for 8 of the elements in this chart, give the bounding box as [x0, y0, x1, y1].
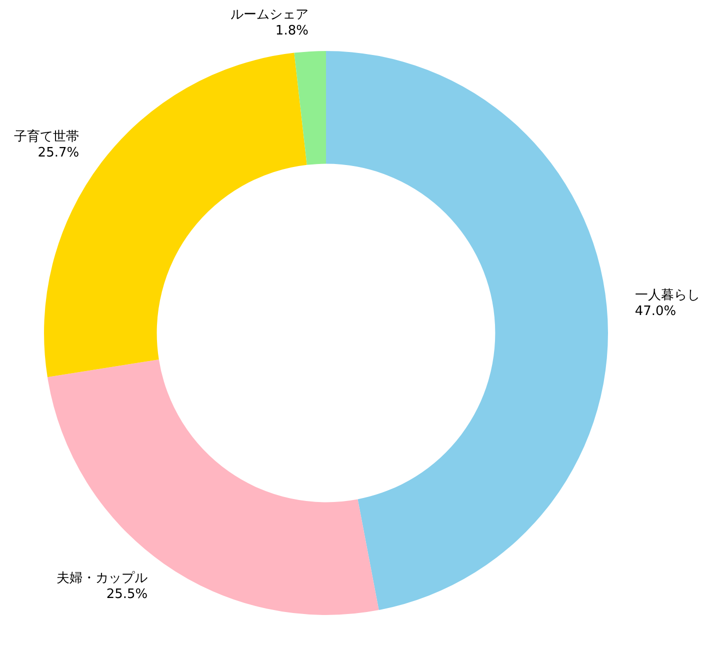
slice-label: 一人暮らし: [634, 288, 700, 304]
data-label: 1.8%: [275, 24, 308, 39]
slice-label: 子育て世帯: [14, 128, 80, 145]
slice-label: ルームシェア: [230, 8, 308, 23]
slice-label: 夫婦・カップル: [56, 571, 148, 586]
data-label: 25.5%: [106, 587, 148, 602]
data-label: 47.0%: [634, 304, 676, 320]
data-label: 25.7%: [38, 146, 80, 161]
